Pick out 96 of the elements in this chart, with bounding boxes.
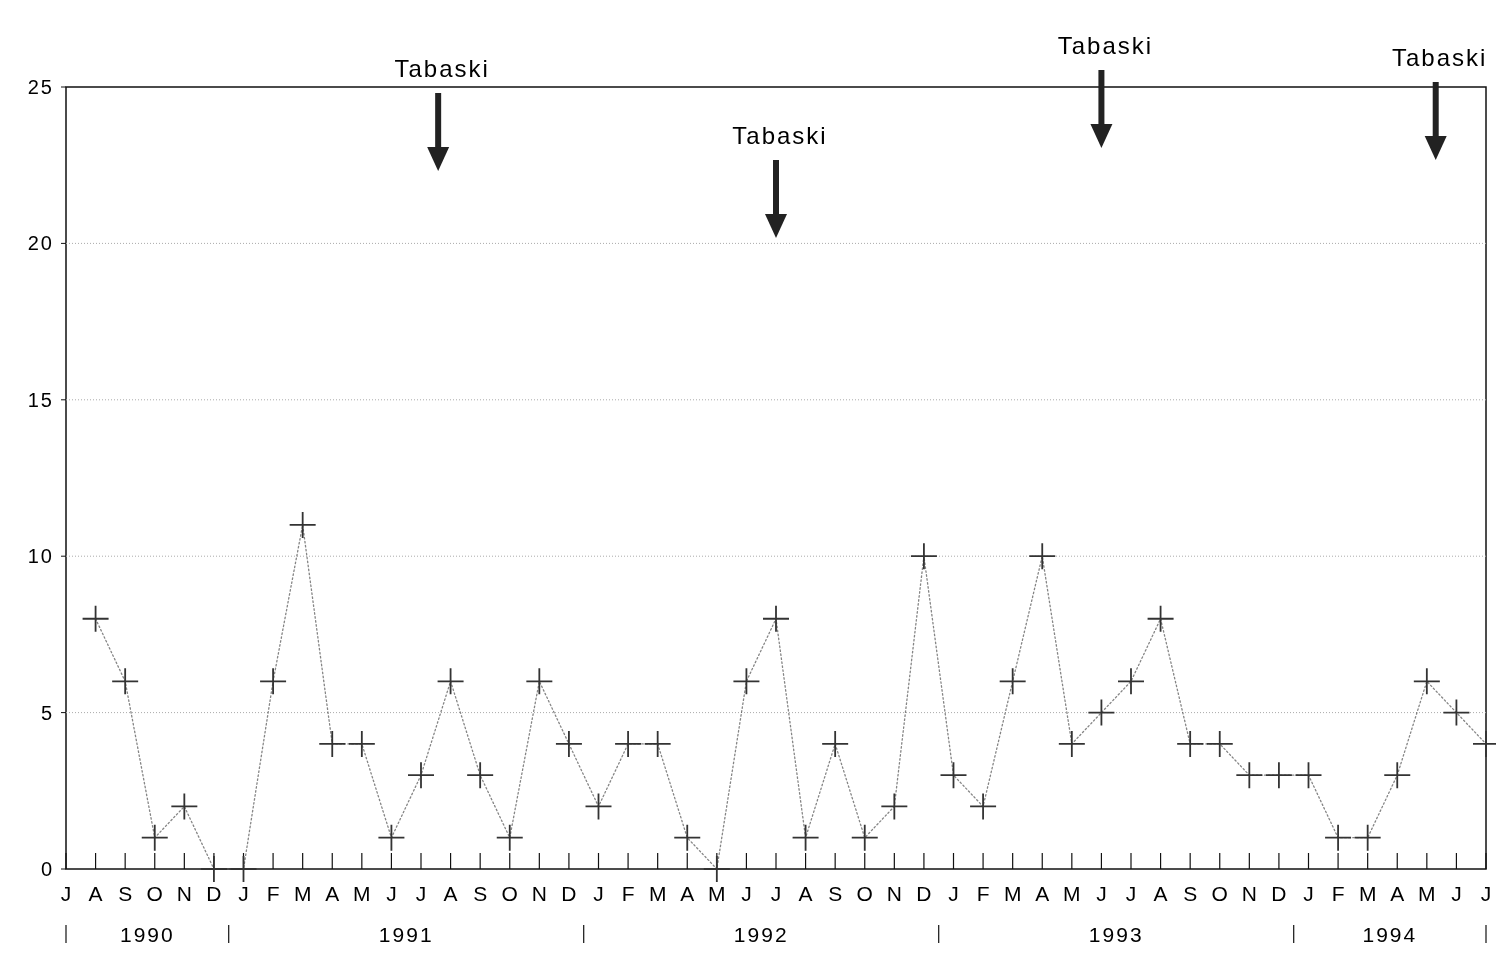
point bbox=[555, 730, 582, 757]
x-tick-label: J bbox=[1303, 882, 1314, 905]
y-tick-label: 0 bbox=[40, 858, 54, 880]
x-tick-label: A bbox=[680, 882, 695, 905]
point bbox=[348, 730, 375, 757]
x-tick-label: N bbox=[531, 882, 547, 905]
point bbox=[1325, 824, 1352, 851]
point bbox=[467, 762, 494, 789]
point bbox=[1384, 762, 1411, 789]
x-tick-label: M bbox=[648, 882, 667, 905]
y-tick-label: 15 bbox=[27, 388, 54, 411]
x-tick-label: J bbox=[1480, 882, 1492, 905]
point bbox=[141, 824, 168, 851]
x-tick-label: D bbox=[561, 882, 577, 905]
x-tick-label: J bbox=[593, 882, 604, 905]
x-tick-label: J bbox=[415, 882, 427, 905]
text: Tabaski bbox=[394, 55, 490, 82]
x-tick-label: M bbox=[353, 882, 371, 905]
point bbox=[112, 668, 139, 695]
x-tick-label: S bbox=[473, 882, 488, 905]
x-tick-label: M bbox=[1358, 882, 1377, 905]
x-tick-label: N bbox=[176, 882, 192, 905]
point bbox=[200, 856, 227, 882]
x-tick-label: D bbox=[916, 882, 932, 905]
x-tick-label: J bbox=[741, 882, 752, 905]
x-tick-label: M bbox=[1418, 882, 1436, 905]
point bbox=[408, 762, 434, 789]
x-tick-label: J bbox=[238, 882, 249, 905]
point bbox=[1029, 543, 1056, 570]
x-tick-label: A bbox=[443, 882, 458, 905]
x-tick-label: M bbox=[708, 882, 726, 905]
x-tick-label: F bbox=[976, 882, 990, 905]
x-tick-label: F bbox=[266, 882, 280, 905]
x-tick-label: O bbox=[1211, 882, 1228, 905]
x-tick-label: M bbox=[1003, 882, 1022, 905]
text: 1994 bbox=[1362, 923, 1418, 947]
x-tick-label: J bbox=[1096, 882, 1107, 905]
point bbox=[1354, 824, 1381, 851]
y-tick-label: 20 bbox=[27, 232, 54, 255]
x-tick-label: M bbox=[1063, 882, 1081, 905]
x-tick-label: J bbox=[1125, 882, 1137, 905]
x-tick-label: M bbox=[293, 882, 312, 905]
x-tick-label: O bbox=[146, 882, 163, 905]
point bbox=[1118, 668, 1144, 695]
point bbox=[260, 668, 287, 695]
x-tick-label: D bbox=[1271, 882, 1287, 905]
point bbox=[763, 605, 789, 632]
x-tick-label: J bbox=[770, 882, 782, 905]
y-tick-label: 5 bbox=[40, 701, 54, 724]
x-tick-label: A bbox=[798, 882, 813, 905]
point bbox=[822, 730, 849, 757]
x-tick-label: S bbox=[1183, 882, 1198, 905]
x-tick-label: A bbox=[1035, 882, 1050, 905]
point bbox=[1177, 730, 1204, 757]
annotation: Tabaski bbox=[732, 122, 828, 149]
x-tick-label: A bbox=[1390, 882, 1405, 905]
x-tick-label: J bbox=[948, 882, 959, 905]
point bbox=[1265, 762, 1292, 789]
point bbox=[999, 668, 1026, 695]
point bbox=[851, 824, 878, 851]
x-tick-label: D bbox=[206, 882, 222, 905]
text: Tabaski bbox=[1057, 32, 1154, 59]
x-tick-label: N bbox=[886, 882, 902, 905]
point bbox=[496, 824, 523, 851]
x-tick-label: F bbox=[621, 882, 635, 905]
x-tick-label: A bbox=[325, 882, 340, 905]
text: 1991 bbox=[378, 923, 434, 947]
point bbox=[703, 856, 730, 882]
text: 1993 bbox=[1088, 923, 1144, 947]
x-tick-label: S bbox=[118, 882, 133, 905]
text: Tabaski bbox=[1392, 44, 1488, 71]
x-tick-label: O bbox=[501, 882, 518, 905]
x-tick-label: A bbox=[1153, 882, 1168, 905]
x-tick-label: F bbox=[1331, 882, 1345, 905]
y-tick-label: 25 bbox=[27, 76, 54, 98]
point bbox=[289, 511, 316, 538]
point bbox=[1236, 762, 1263, 789]
text: 1992 bbox=[733, 923, 789, 947]
point bbox=[674, 824, 701, 851]
x-tick-label: O bbox=[856, 882, 873, 905]
x-tick-label: J bbox=[60, 882, 72, 905]
x-tick-label: J bbox=[1451, 882, 1462, 905]
point bbox=[615, 730, 642, 757]
x-tick-label: J bbox=[386, 882, 397, 905]
text: 1990 bbox=[119, 923, 175, 947]
point bbox=[1206, 730, 1233, 757]
x-tick-label: N bbox=[1241, 882, 1257, 905]
point bbox=[526, 668, 553, 695]
point bbox=[644, 730, 671, 757]
y-tick-label: 10 bbox=[27, 545, 54, 568]
point bbox=[319, 730, 346, 757]
x-tick-label: S bbox=[828, 882, 843, 905]
point bbox=[1058, 730, 1085, 757]
point bbox=[1413, 668, 1440, 695]
point bbox=[910, 543, 937, 570]
x-tick-label: A bbox=[88, 882, 103, 905]
